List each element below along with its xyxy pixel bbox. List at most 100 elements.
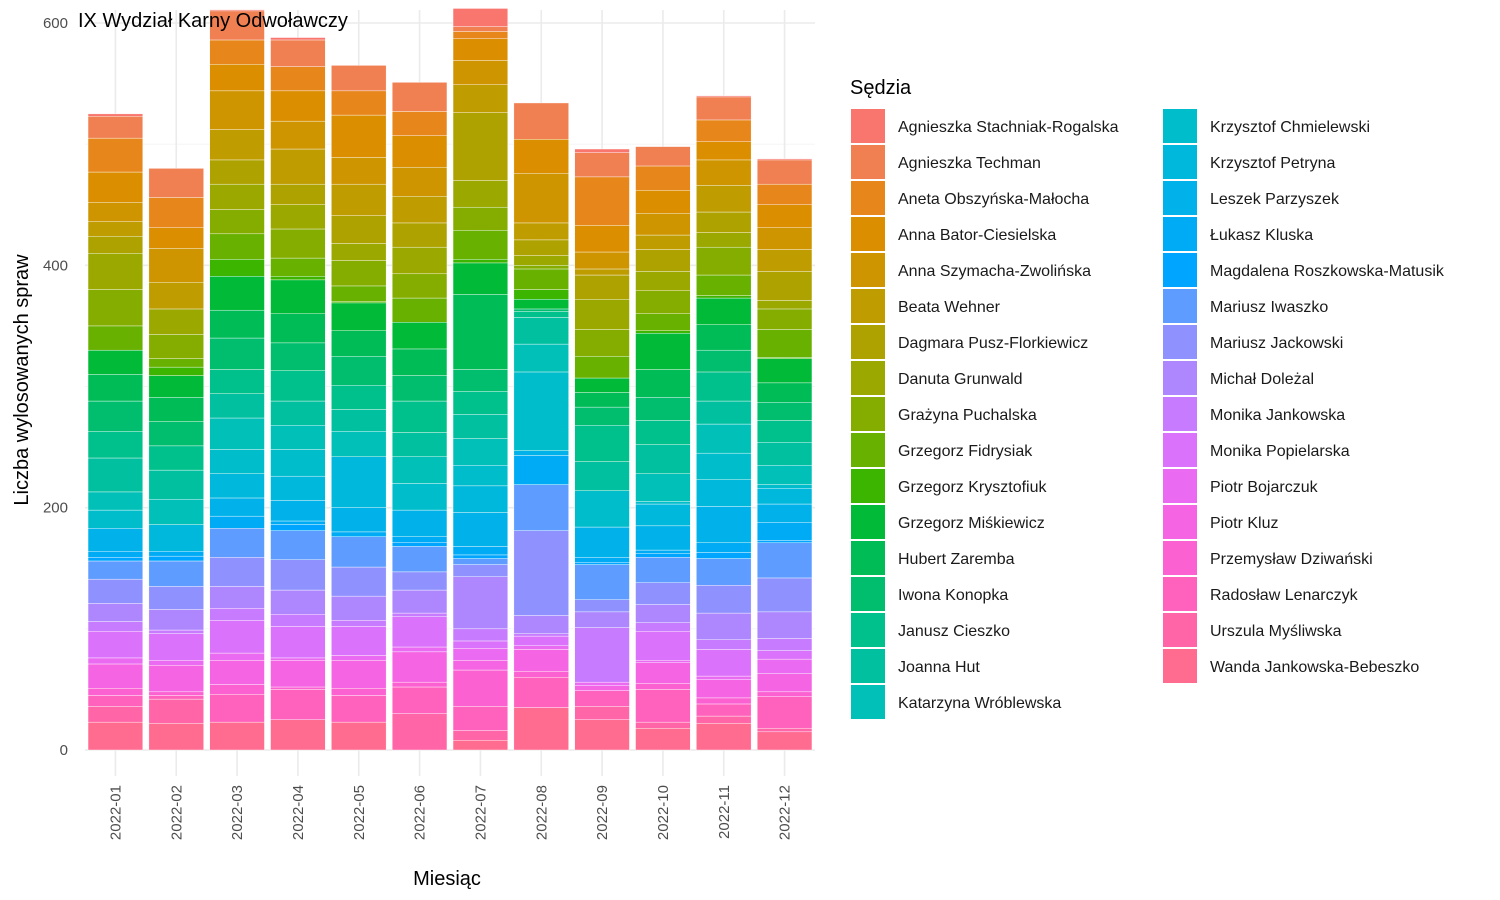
bar-segment [209, 183, 265, 210]
legend-key [1163, 469, 1197, 503]
legend-key [1163, 181, 1197, 215]
legend-key [851, 613, 885, 647]
bar-segment [87, 431, 143, 459]
bar-segment [148, 555, 204, 562]
bar-segment [452, 628, 508, 642]
bar-segment [270, 37, 326, 41]
bar-segment [696, 649, 752, 677]
legend-label: Wanda Jankowska-Bebeszko [1210, 659, 1419, 676]
bar-segment [270, 500, 326, 522]
bar-segment [270, 686, 326, 690]
legend-key [1163, 253, 1197, 287]
bars [87, 8, 813, 751]
bar-segment [331, 431, 387, 457]
bar-segment [635, 525, 691, 551]
bar-segment [696, 715, 752, 724]
bar-segment [574, 690, 630, 707]
x-tick-label: 2022-08 [533, 785, 550, 840]
bar-segment [513, 255, 569, 266]
bar-segment [696, 542, 752, 553]
bar-segment [574, 329, 630, 357]
bar-segment [635, 582, 691, 605]
bar-segment [452, 369, 508, 392]
legend-label: Agnieszka Stachniak-Rogalska [898, 119, 1119, 136]
legend: Agnieszka Stachniak-Rogalska Agnieszka Te… [851, 109, 1445, 719]
bar-segment [270, 660, 326, 688]
legend-key [1163, 433, 1197, 467]
bar-segment [696, 297, 752, 325]
bar-segment [574, 461, 630, 491]
bar-segment [331, 595, 387, 621]
bar-segment [757, 183, 813, 205]
bar-segment [331, 215, 387, 244]
bar-segment [696, 552, 752, 559]
bar-segment [452, 465, 508, 487]
bar-segment [574, 392, 630, 408]
bar-segment [148, 664, 204, 693]
bar-segment [513, 317, 569, 345]
bar-segment [392, 456, 448, 484]
bar-segment [574, 356, 630, 379]
bar-segment [331, 356, 387, 386]
bar-segment [452, 112, 508, 181]
bar-segment [635, 146, 691, 167]
bar-segment [513, 343, 569, 373]
legend-label: Piotr Kluz [1210, 515, 1278, 532]
bar-segment [392, 546, 448, 573]
bar-segment [392, 400, 448, 433]
bar-segment [696, 639, 752, 650]
bar-segment [757, 204, 813, 228]
bar-segment [209, 129, 265, 161]
x-tick-label: 2022-06 [412, 785, 429, 840]
bar-segment [513, 707, 569, 751]
bar-segment [696, 119, 752, 142]
bar-segment [757, 227, 813, 250]
legend-key [851, 433, 885, 467]
bar-segment [696, 211, 752, 233]
bar-segment [331, 721, 387, 751]
bar-segment [696, 185, 752, 213]
bar-segment [635, 271, 691, 291]
bar-segment [331, 660, 387, 689]
bar-segment [696, 96, 752, 121]
y-axis: 0 200 400 600 [43, 15, 68, 759]
bar-segment [757, 577, 813, 613]
bar-segment [574, 561, 630, 565]
bar-segment [635, 631, 691, 661]
bar-segment [696, 675, 752, 680]
bar-segment [574, 557, 630, 563]
bar-segment [452, 38, 508, 61]
bar-segment [148, 334, 204, 359]
bar-segment [452, 229, 508, 260]
bar-segment [209, 528, 265, 558]
bar-segment [331, 114, 387, 158]
bar-segment [87, 253, 143, 290]
bar-segment [635, 683, 691, 690]
bar-segment [513, 289, 569, 300]
bar-segment [452, 546, 508, 556]
bar-segment [696, 506, 752, 544]
legend-key [1163, 541, 1197, 575]
bar-segment [757, 503, 813, 523]
bar-segment [635, 549, 691, 554]
bar-segment [392, 612, 448, 617]
bar-segment [696, 324, 752, 351]
bar-segment [270, 475, 326, 501]
legend-key [851, 649, 885, 683]
bar-segment [148, 698, 204, 724]
bar-segment [635, 503, 691, 527]
bar-segment [452, 554, 508, 559]
bar-segment [87, 113, 143, 117]
bar-segment [696, 703, 752, 717]
legend-label: Krzysztof Petryna [1210, 155, 1335, 172]
legend-key [1163, 577, 1197, 611]
bar-segment [87, 457, 143, 493]
x-tick-label: 2022-04 [290, 785, 307, 840]
bar-segment [757, 420, 813, 443]
bar-segment [331, 385, 387, 410]
y-tick-label: 400 [43, 257, 68, 274]
bar-segment [635, 444, 691, 474]
bar-segment [270, 90, 326, 122]
bar-segment [270, 276, 326, 281]
